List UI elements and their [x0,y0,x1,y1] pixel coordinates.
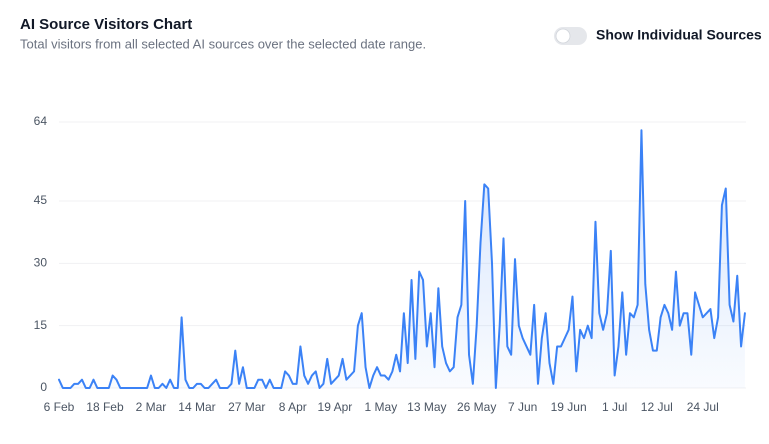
x-tick-label: 13 May [407,400,446,414]
toggle-knob[interactable] [555,28,571,44]
x-tick-label: 14 Mar [178,400,215,414]
x-tick-label: 27 Mar [228,400,265,414]
line [58,129,746,389]
y-tick-label: 64 [34,114,48,128]
x-tick-label: 7 Jun [508,400,537,414]
x-tick-label: 12 Jul [641,400,673,414]
y-tick-label: 0 [40,380,47,394]
x-tick-label: 1 Jul [602,400,627,414]
x-tick-label: 19 Jun [551,400,587,414]
x-tick-label: 1 May [365,400,398,414]
y-tick-label: 15 [34,318,48,332]
y-tick-label: 30 [34,255,48,269]
x-tick-label: 24 Jul [687,400,719,414]
toggle-label[interactable]: Show Individual Sources [596,27,762,43]
chart-subtitle: Total visitors from all selected AI sour… [20,36,426,51]
x-tick-label: 2 Mar [136,400,167,414]
chart-title: AI Source Visitors Chart [20,16,192,33]
toggle[interactable]: Show Individual Sources [554,27,762,45]
y-tick-label: 45 [34,193,48,207]
x-tick-label: 6 Feb [44,400,75,414]
x-tick-label: 18 Feb [86,400,124,414]
plot-area: 0 15 30 45 64 6 Feb 18 Feb 2 Mar 14 Mar 27 Mar 8 A… [34,114,746,414]
x-tick-label: 26 May [457,400,496,414]
x-tick-label: 8 Apr [279,400,307,414]
x-tick-label: 19 Apr [318,400,353,414]
